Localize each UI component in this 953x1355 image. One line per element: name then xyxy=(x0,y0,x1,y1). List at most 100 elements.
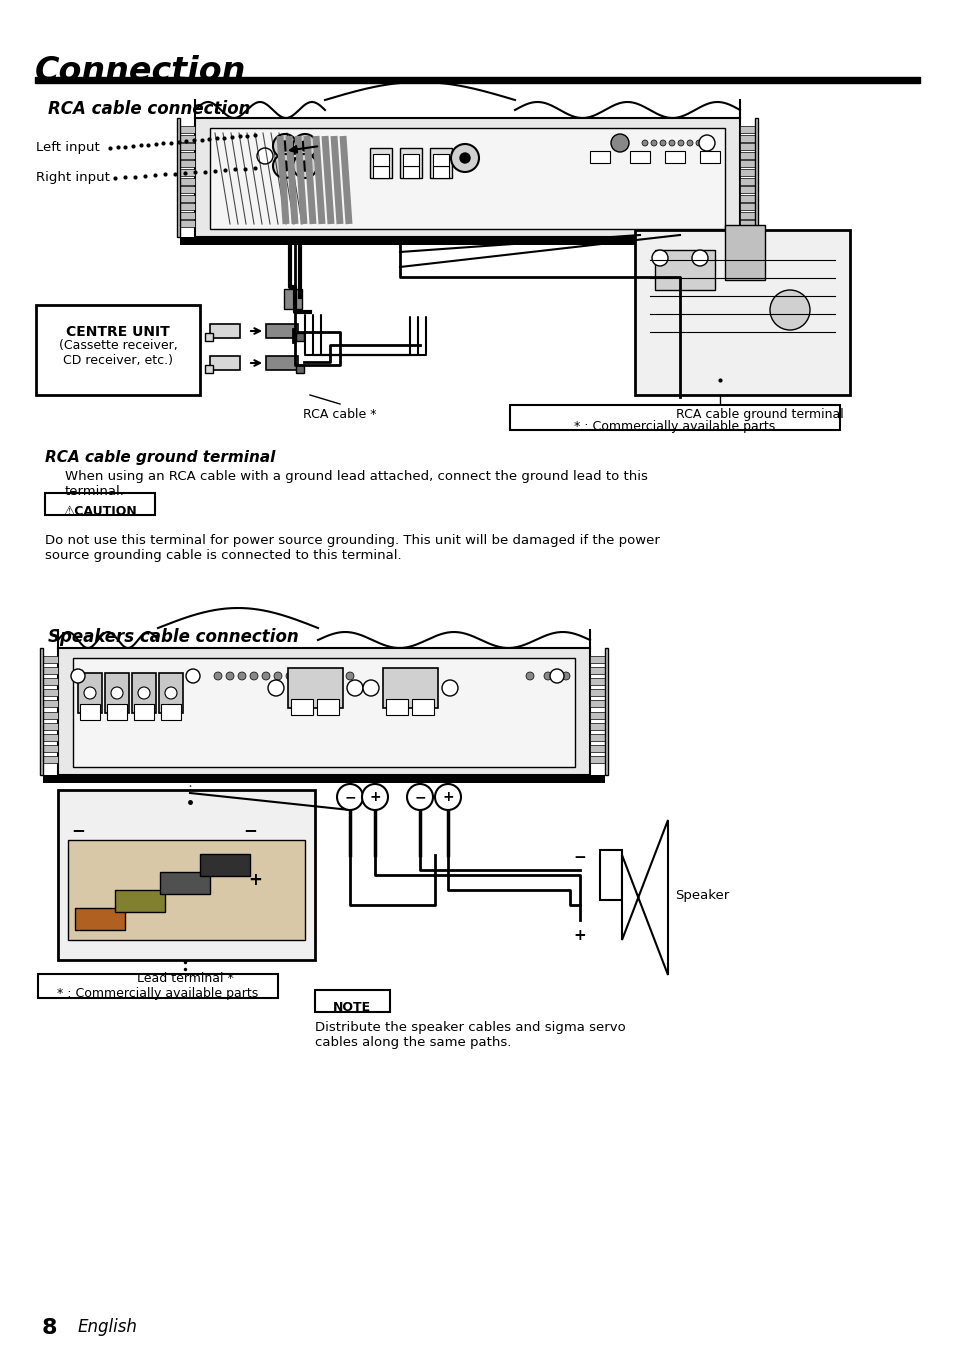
Circle shape xyxy=(363,680,378,696)
Circle shape xyxy=(699,136,714,150)
Bar xyxy=(284,289,302,309)
Circle shape xyxy=(435,785,460,810)
Text: RCA cable ground terminal: RCA cable ground terminal xyxy=(45,450,275,465)
Bar xyxy=(73,659,575,767)
Bar xyxy=(430,148,452,178)
Bar xyxy=(43,775,604,783)
Bar xyxy=(68,840,305,940)
Circle shape xyxy=(641,140,647,146)
Bar xyxy=(295,333,304,341)
Text: * : Commercially available parts: * : Commercially available parts xyxy=(57,986,258,1000)
Bar xyxy=(402,154,418,167)
Bar xyxy=(589,679,607,686)
Bar xyxy=(159,673,183,713)
Circle shape xyxy=(256,148,273,164)
Bar xyxy=(40,667,58,673)
Bar xyxy=(210,127,724,229)
Text: +: + xyxy=(248,871,262,889)
Bar xyxy=(177,144,194,150)
Circle shape xyxy=(525,672,534,680)
Circle shape xyxy=(678,140,683,146)
Bar xyxy=(740,169,758,176)
Text: +: + xyxy=(369,790,380,804)
Bar xyxy=(177,152,194,159)
Bar xyxy=(700,150,720,163)
Circle shape xyxy=(299,161,310,171)
Circle shape xyxy=(293,154,316,178)
Text: −: − xyxy=(414,790,425,804)
Bar xyxy=(433,167,449,178)
Circle shape xyxy=(334,672,341,680)
Circle shape xyxy=(696,140,701,146)
Bar xyxy=(589,701,607,707)
Bar xyxy=(740,134,758,141)
Bar xyxy=(194,118,740,237)
Circle shape xyxy=(237,672,246,680)
Text: source grounding cable is connected to this terminal.: source grounding cable is connected to t… xyxy=(45,549,401,562)
Bar xyxy=(740,186,758,192)
Text: Left input: Left input xyxy=(36,141,100,154)
Circle shape xyxy=(213,672,222,680)
Bar xyxy=(386,699,408,715)
Circle shape xyxy=(322,672,330,680)
Bar xyxy=(58,648,589,775)
Text: terminal.: terminal. xyxy=(65,485,125,499)
Bar xyxy=(36,305,200,396)
Circle shape xyxy=(274,672,282,680)
Bar xyxy=(40,679,58,686)
Bar xyxy=(266,324,297,337)
Bar xyxy=(629,150,649,163)
Bar xyxy=(40,745,58,752)
Text: Speaker: Speaker xyxy=(675,889,728,901)
Circle shape xyxy=(286,672,294,680)
Bar xyxy=(177,134,194,141)
Circle shape xyxy=(650,140,657,146)
Bar xyxy=(589,150,609,163)
Circle shape xyxy=(268,680,284,696)
Bar xyxy=(589,756,607,763)
Circle shape xyxy=(273,134,296,159)
Circle shape xyxy=(361,785,388,810)
Circle shape xyxy=(347,680,363,696)
Bar xyxy=(589,711,607,718)
Circle shape xyxy=(186,669,200,683)
Bar xyxy=(589,656,607,663)
Text: NOTE: NOTE xyxy=(333,1001,371,1014)
Bar xyxy=(80,705,100,720)
Bar xyxy=(370,148,392,178)
Bar xyxy=(740,211,758,220)
Bar xyxy=(107,705,127,720)
Text: 8: 8 xyxy=(42,1318,57,1337)
Bar xyxy=(373,167,389,178)
Circle shape xyxy=(226,672,233,680)
Circle shape xyxy=(84,687,96,699)
Text: RCA cable ground terminal: RCA cable ground terminal xyxy=(676,408,843,421)
Bar xyxy=(740,126,758,133)
Bar xyxy=(35,77,919,83)
Bar xyxy=(105,673,129,713)
Bar xyxy=(40,690,58,696)
Bar xyxy=(740,152,758,159)
Bar xyxy=(200,854,250,875)
Text: Distribute the speaker cables and sigma servo: Distribute the speaker cables and sigma … xyxy=(314,1022,625,1034)
Bar xyxy=(373,154,389,167)
Bar xyxy=(133,705,153,720)
Bar xyxy=(180,237,754,245)
Bar xyxy=(210,356,240,370)
Circle shape xyxy=(262,672,270,680)
Bar xyxy=(754,118,758,237)
Text: RCA cable connection: RCA cable connection xyxy=(48,100,251,118)
Bar xyxy=(40,656,58,663)
Text: Right input: Right input xyxy=(36,172,110,184)
Circle shape xyxy=(280,161,290,171)
Bar xyxy=(78,673,102,713)
Text: CENTRE UNIT: CENTRE UNIT xyxy=(66,325,170,339)
Circle shape xyxy=(111,687,123,699)
Bar xyxy=(75,908,125,930)
Bar xyxy=(589,667,607,673)
Text: (Cassette receiver,
CD receiver, etc.): (Cassette receiver, CD receiver, etc.) xyxy=(58,339,177,367)
Bar xyxy=(177,178,194,184)
Bar xyxy=(740,221,758,228)
Bar xyxy=(589,690,607,696)
Circle shape xyxy=(610,134,628,152)
